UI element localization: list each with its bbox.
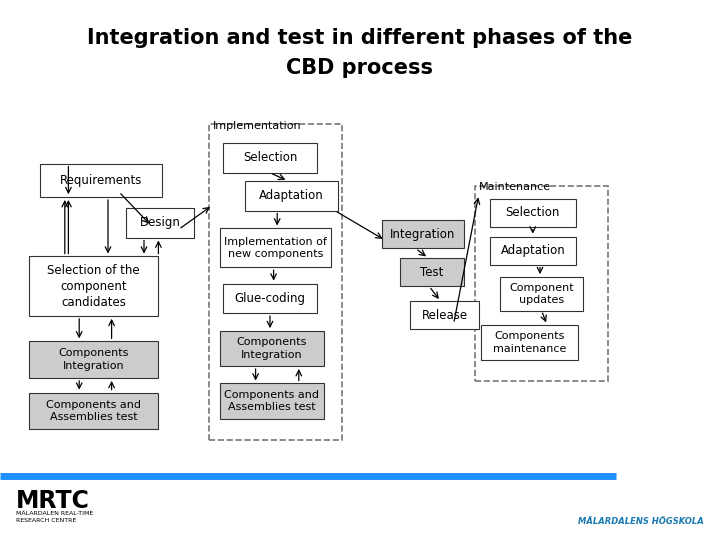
Text: CBD process: CBD process	[287, 57, 433, 78]
Bar	[220, 228, 331, 267]
Bar	[245, 181, 338, 211]
Text: Implementation: Implementation	[212, 120, 301, 131]
Text: Component
updates: Component updates	[510, 282, 574, 305]
Bar	[382, 220, 464, 248]
Text: Components
Integration: Components Integration	[58, 348, 129, 371]
Text: Release: Release	[421, 309, 468, 322]
Bar	[220, 331, 324, 366]
Text: Adaptation: Adaptation	[259, 189, 324, 202]
Bar	[500, 277, 583, 310]
Text: Requirements: Requirements	[60, 174, 142, 187]
Text: Adaptation: Adaptation	[500, 244, 565, 257]
Text: Integration and test in different phases of the: Integration and test in different phases…	[87, 28, 633, 48]
Bar	[223, 284, 317, 313]
Text: Test: Test	[420, 266, 444, 279]
Text: Components and
Assemblies test: Components and Assemblies test	[46, 400, 141, 422]
Bar	[481, 325, 578, 360]
Bar	[209, 124, 342, 440]
Bar	[223, 143, 317, 173]
Bar	[490, 237, 576, 265]
Bar	[220, 383, 324, 418]
Bar	[126, 208, 194, 238]
Text: Selection: Selection	[243, 151, 297, 165]
Text: MRTC: MRTC	[16, 489, 90, 512]
Bar	[475, 186, 608, 381]
Bar	[410, 301, 479, 329]
Bar	[40, 164, 162, 197]
Text: Glue-coding: Glue-coding	[235, 292, 305, 305]
Text: Components
maintenance: Components maintenance	[493, 332, 566, 354]
Text: Components and
Assemblies test: Components and Assemblies test	[225, 390, 319, 412]
Text: Components
Integration: Components Integration	[237, 338, 307, 360]
Bar	[490, 199, 576, 227]
Bar	[29, 341, 158, 378]
Text: Implementation of
new components: Implementation of new components	[224, 237, 327, 259]
Text: MÄLARDALEN REAL-TIME
RESEARCH CENTRE: MÄLARDALEN REAL-TIME RESEARCH CENTRE	[16, 511, 93, 523]
Bar	[29, 256, 158, 316]
Bar	[400, 258, 464, 286]
Text: Integration: Integration	[390, 228, 456, 241]
Text: Maintenance: Maintenance	[479, 181, 551, 192]
Text: Design: Design	[140, 216, 181, 229]
Text: Selection: Selection	[505, 206, 560, 219]
Text: MÄLARDALENS HÖGSKOLA: MÄLARDALENS HÖGSKOLA	[578, 517, 704, 526]
Bar	[29, 393, 158, 429]
Text: Selection of the
component
candidates: Selection of the component candidates	[48, 264, 140, 309]
